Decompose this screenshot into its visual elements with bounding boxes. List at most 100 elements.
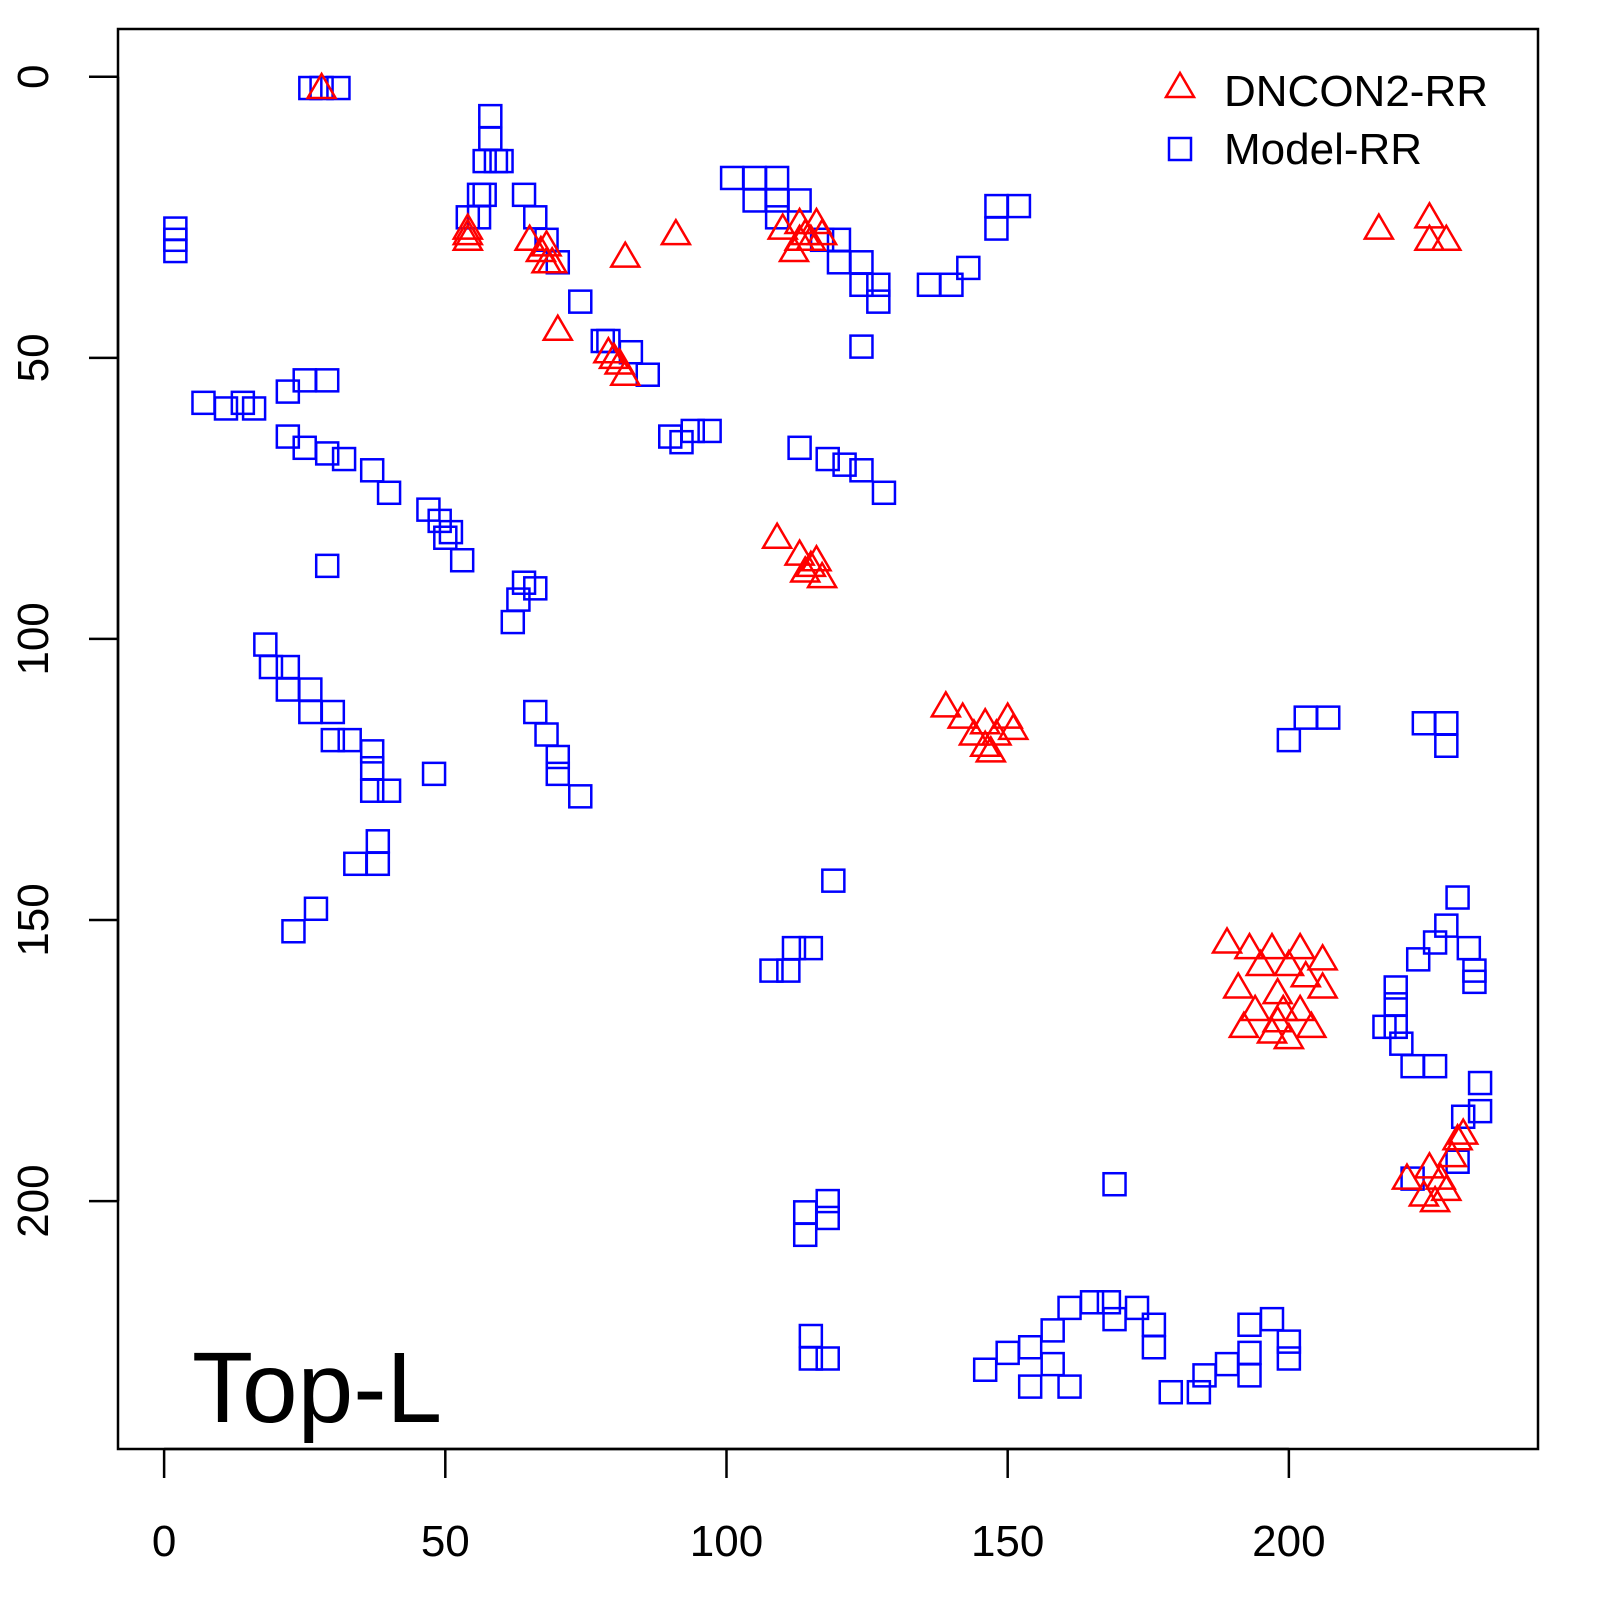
dncon2-rr-point [1418,1184,1452,1213]
model-rr-point [1017,1374,1043,1399]
model-rr-point [472,182,497,208]
model-rr-point [489,148,514,174]
model-rr-point [421,761,447,787]
dncon2-rr-point [1413,223,1446,252]
model-rr-point [1237,1340,1262,1366]
model-rr-point [1040,1318,1065,1343]
dncon2-rr-point [1244,948,1277,977]
model-rr-point [1389,1031,1414,1056]
model-rr-point [1383,975,1408,1000]
dncon2-rr-point [1413,1150,1446,1179]
model-rr-point [1450,1104,1476,1130]
y-tick-label: 150 [9,883,58,956]
dncon2-rr-point [1272,948,1306,977]
model-rr-point [669,429,694,455]
model-rr-point [866,289,891,314]
model-rr-point [787,435,812,461]
model-rr-point [1141,1312,1167,1338]
dncon2-rr-point [1255,931,1289,960]
model-rr-point [1383,992,1408,1017]
dncon2-rr-point [1283,993,1317,1022]
dncon2-rr-point [789,554,822,583]
model-rr-point [1237,1363,1262,1388]
model-rr-point [1237,1312,1262,1338]
model-rr-point [1057,1374,1082,1399]
model-rr-point [275,654,301,680]
model-rr-point [213,396,239,421]
dncon2-rr-point [524,234,558,263]
dncon2-rr-point [659,217,693,246]
dncon2-rr-point [451,212,484,240]
y-tick-label: 50 [9,333,58,382]
model-rr-point [511,182,537,208]
model-rr-point [866,272,891,298]
model-rr-point [764,205,790,230]
model-rr-point [534,722,559,747]
dncon2-rr-point [1261,976,1294,1005]
model-rr-point [365,851,391,877]
model-rr-point [972,1357,998,1382]
dncon2-rr-point [1447,1117,1480,1145]
model-rr-point [1276,727,1302,753]
model-rr-point [1422,1053,1448,1079]
model-rr-point [1259,1306,1285,1332]
model-rr-point [815,446,840,472]
model-rr-point [298,699,323,725]
dncon2-rr-point [789,217,822,246]
legend-label-model: Model-RR [1224,125,1422,174]
model-rr-point [545,744,571,770]
model-rr-point [1079,1290,1105,1315]
model-rr-point [298,677,323,702]
model-rr-point [849,250,874,275]
model-rr-point [1186,1379,1212,1405]
model-rr-point [798,1323,824,1349]
model-rr-point [523,699,548,725]
model-rr-point [849,334,874,359]
model-rr-point [1276,1329,1302,1354]
model-rr-point [314,368,340,393]
model-rr-point [438,519,464,545]
dncon2-rr-point [783,223,816,252]
x-tick-label: 100 [690,1517,763,1566]
model-rr-point [376,480,402,506]
model-rr-point [849,458,874,483]
model-rr-point [500,609,526,635]
model-rr-point [792,1222,818,1248]
dncon2-rr-point [1272,1021,1306,1050]
y-tick-label: 100 [9,602,58,675]
model-rr-point [343,851,368,877]
model-rr-point [1017,1335,1043,1360]
legend: DNCON2-RR Model-RR [1163,67,1488,174]
model-rr-point [1102,1171,1127,1197]
x-tick-label: 0 [152,1517,176,1566]
axes: 0 50 100 150 200 0 50 100 150 200 [9,65,1326,1566]
dncon2-rr-point [1362,212,1396,240]
panel-annotation: Top-L [192,1332,442,1444]
dncon2-rr-point [1238,993,1272,1022]
model-rr-point [466,182,492,208]
dncon2-rr-point [946,701,979,729]
model-rr-point [1006,193,1032,219]
dncon2-rr-point [957,718,991,746]
model-rr-point [798,935,824,961]
model-rr-point [359,755,385,781]
model-rr-point [815,1188,840,1214]
model-rr-point [337,727,362,753]
legend-square-icon [1167,136,1193,162]
model-rr-point [787,188,812,213]
model-rr-point [1141,1335,1167,1360]
model-rr-point [832,452,857,477]
model-rr-point [281,919,306,944]
model-rr-point [697,418,722,444]
model-rr-point [1372,1014,1397,1040]
model-rr-point [241,396,267,421]
data-marks [163,71,1493,1405]
dncon2-rr-point [800,543,833,572]
model-rr-point [956,255,981,281]
dncon2-rr-point [997,712,1030,741]
model-rr-point [871,480,897,506]
model-rr-point [314,441,340,466]
dncon2-rr-point [609,240,642,268]
model-rr-point [742,165,767,191]
dncon2-rr-point [1295,1010,1328,1039]
